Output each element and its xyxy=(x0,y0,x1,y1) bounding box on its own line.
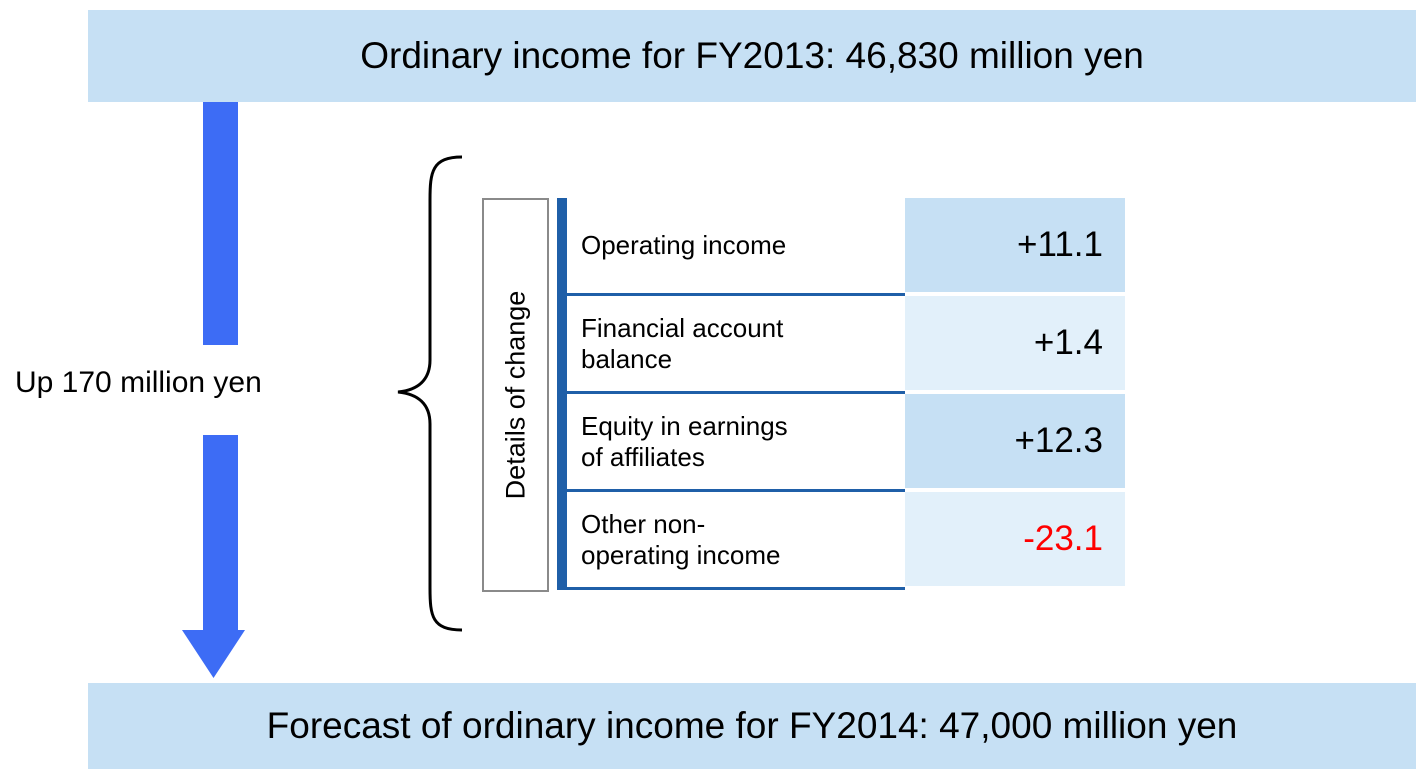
row-label-line: Financial account xyxy=(581,312,784,343)
row-value: -23.1 xyxy=(1023,519,1103,558)
header-title: Ordinary income for FY2013: 46,830 milli… xyxy=(360,35,1144,76)
footer-banner: Forecast of ordinary income for FY2014: … xyxy=(88,683,1416,769)
row-value-cell: +11.1 xyxy=(905,198,1125,292)
row-label-line: Operating income xyxy=(581,230,787,260)
details-box: Details of change xyxy=(482,198,549,592)
row-value-cell: +1.4 xyxy=(905,296,1125,390)
row-label-line: Other non- xyxy=(581,508,706,539)
row-label-cell: Operating income xyxy=(557,198,905,296)
row-value-cell: -23.1 xyxy=(905,492,1125,586)
details-label: Details of change xyxy=(500,290,530,500)
arrow-head xyxy=(182,630,245,678)
arrow-shaft xyxy=(203,102,238,345)
row-value: +1.4 xyxy=(1033,323,1103,362)
row-value: +12.3 xyxy=(1014,421,1103,460)
row-label-cell: Other non-operating income xyxy=(557,492,905,590)
arrow-shaft xyxy=(203,435,238,632)
row-value-cell: +12.3 xyxy=(905,394,1125,488)
row-label-line: balance xyxy=(581,343,673,374)
change-label: Up 170 million yen xyxy=(15,366,262,399)
row-label-cell: Financial account balance xyxy=(557,296,905,394)
row-label-line: operating income xyxy=(581,539,781,570)
row-label-line: of affiliates xyxy=(581,441,705,472)
brace xyxy=(397,155,463,632)
row-label-line: Equity in earnings xyxy=(581,410,788,441)
row-value: +11.1 xyxy=(1017,225,1103,264)
row-label-cell: Equity in earnings of affiliates xyxy=(557,394,905,492)
header-banner: Ordinary income for FY2013: 46,830 milli… xyxy=(88,10,1416,102)
footer-title: Forecast of ordinary income for FY2014: … xyxy=(266,705,1238,746)
